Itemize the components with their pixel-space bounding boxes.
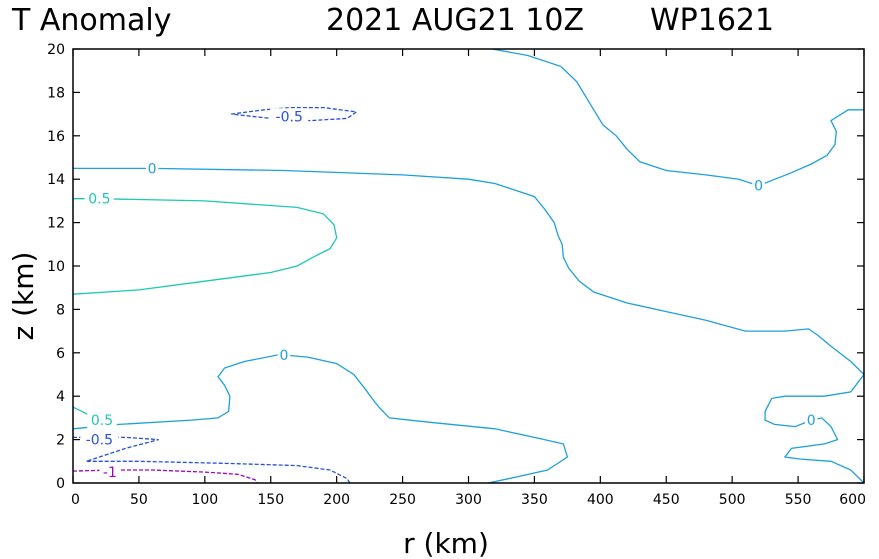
- contour-label-bg-2: [277, 346, 291, 363]
- plot-frame: [72, 48, 865, 484]
- x-tick-label-8: 400: [587, 492, 614, 508]
- contour-line-1: [73, 167, 865, 375]
- x-tick-label-5: 250: [389, 492, 416, 508]
- contour-label-bg-8: [99, 464, 121, 481]
- contour-label-bg-7: [80, 431, 119, 448]
- contour-label-bg-6: [270, 108, 309, 125]
- chart-title-storm: WP1621: [650, 3, 774, 38]
- x-tick-label-2: 100: [191, 492, 218, 508]
- x-tick-label-10: 500: [719, 492, 746, 508]
- y-tick-label-0: 0: [56, 476, 65, 492]
- x-tick-label-4: 200: [323, 492, 350, 508]
- x-tick-label-3: 150: [257, 492, 284, 508]
- x-tick-label-11: 550: [785, 492, 812, 508]
- y-axis-ticks: 0 2 4 6 8 10 12 14 16 18 20: [47, 42, 864, 492]
- contour-label-bg-3: [805, 412, 818, 429]
- contour-labels: 0 0 0 0 0.5 0.5 -0.5 -0.5 -1: [80, 108, 818, 481]
- x-tick-label-7: 350: [521, 492, 548, 508]
- x-axis-ticks: 0 50 100 150 200 250 300 350 400 450 500 550 600: [71, 49, 866, 508]
- y-axis-label: z (km): [7, 252, 40, 341]
- chart-title-date: 2021 AUG21 10Z: [326, 3, 584, 38]
- contour-label-1: 0: [148, 161, 157, 177]
- x-tick-label-9: 450: [653, 492, 680, 508]
- y-tick-label-3: 6: [56, 346, 65, 362]
- x-tick-label-12: 600: [839, 492, 866, 508]
- x-axis-label: r (km): [403, 527, 489, 559]
- x-tick-label-6: 300: [455, 492, 482, 508]
- contour-lines: [72, 48, 865, 484]
- contour-line-2: [72, 354, 569, 484]
- y-tick-label-2: 4: [56, 389, 65, 405]
- contour-label-bg-4: [84, 190, 115, 207]
- contour-label-bg-0: [752, 177, 765, 194]
- contour-label-8: -1: [103, 465, 117, 481]
- x-tick-label-0: 0: [71, 492, 80, 508]
- y-tick-label-6: 12: [47, 216, 65, 232]
- y-tick-label-8: 16: [47, 129, 65, 145]
- chart-title: T Anomaly: [11, 3, 171, 38]
- contour-line-4: [72, 198, 338, 295]
- y-tick-label-5: 10: [47, 259, 65, 275]
- contour-label-2: 0: [279, 348, 288, 364]
- contour-label-bg-5: [87, 412, 117, 429]
- y-tick-label-7: 14: [47, 172, 65, 188]
- contour-label-5: 0.5: [91, 413, 113, 429]
- y-tick-label-1: 2: [56, 433, 65, 449]
- y-tick-label-10: 20: [47, 42, 65, 58]
- contour-line-0: [492, 48, 864, 187]
- x-tick-label-1: 50: [130, 492, 148, 508]
- contour-label-0: 0: [754, 179, 763, 195]
- contour-label-6: -0.5: [276, 109, 303, 125]
- contour-label-7: -0.5: [86, 433, 113, 449]
- contour-label-3: 0: [807, 413, 816, 429]
- contour-label-4: 0.5: [88, 192, 110, 208]
- y-tick-label-9: 18: [47, 85, 65, 101]
- contour-label-bg-1: [145, 160, 159, 177]
- contour-line-7: [73, 436, 351, 484]
- y-tick-label-4: 8: [56, 302, 65, 318]
